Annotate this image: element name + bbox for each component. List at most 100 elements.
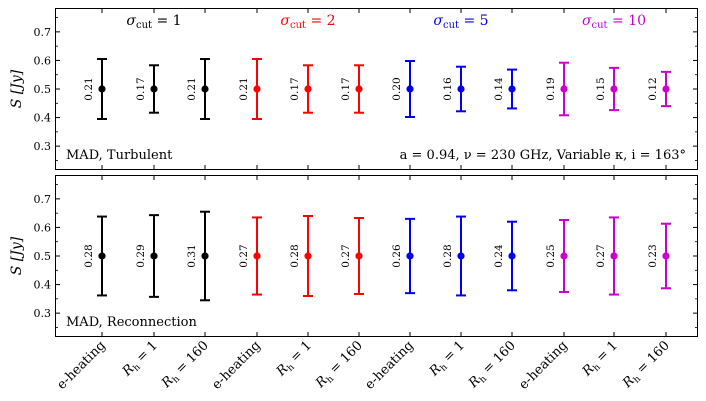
y-tick-label: 0.5 [34, 250, 52, 263]
data-point [150, 85, 158, 93]
y-tick-label: 0.6 [34, 221, 52, 234]
data-point [355, 85, 363, 93]
group-label: σcut = 1 [126, 13, 181, 31]
x-category-sub: h [439, 362, 450, 373]
error-value-label: 0.24 [493, 244, 505, 268]
data-point [98, 252, 106, 260]
y-tick-label: 0.6 [34, 54, 52, 67]
x-category-sub: h [325, 374, 336, 385]
data-point [610, 85, 618, 93]
group-label-value: = 1 [152, 13, 182, 29]
y-tick-label: 0.3 [34, 307, 52, 320]
data-point [457, 252, 465, 260]
group-label: σcut = 10 [582, 13, 646, 31]
group-label-sigma: σ [433, 13, 443, 29]
x-category-label: Rh = 1 [119, 338, 162, 381]
x-category-label: Rh = 160 [465, 338, 520, 393]
data-point [560, 252, 568, 260]
error-value-label: 0.21 [186, 77, 198, 100]
group-label-sub: cut [443, 20, 459, 31]
error-value-label: 0.29 [135, 244, 147, 267]
error-value-label: 0.21 [83, 77, 95, 100]
error-value-label: 0.17 [135, 77, 147, 100]
y-axis-label-bottom: S [Jy] [9, 236, 25, 275]
x-category-sub: h [478, 374, 489, 385]
data-point [201, 252, 209, 260]
group-label: σcut = 5 [433, 13, 488, 31]
data-point [457, 85, 465, 93]
error-value-label: 0.20 [391, 77, 403, 100]
x-category-sub: h [132, 362, 143, 373]
x-category-sub: h [286, 362, 297, 373]
x-category-label: e-heating [362, 338, 416, 392]
error-value-label: 0.28 [442, 244, 454, 267]
error-value-label: 0.21 [238, 77, 250, 100]
data-point [304, 85, 312, 93]
data-point [253, 252, 261, 260]
error-value-label: 0.17 [289, 77, 301, 100]
error-value-label: 0.26 [391, 244, 403, 268]
data-point [508, 85, 516, 93]
x-category-label: e-heating [209, 338, 263, 392]
group-label-sigma: σ [280, 13, 290, 29]
data-point [304, 252, 312, 260]
x-category-label: Rh = 160 [312, 338, 367, 393]
y-tick-label: 0.5 [34, 83, 52, 96]
data-point [406, 252, 414, 260]
error-value-label: 0.16 [442, 77, 454, 101]
group-label-sub: cut [592, 20, 608, 31]
y-tick-label: 0.4 [34, 112, 52, 125]
error-value-label: 0.23 [647, 244, 659, 267]
x-category-label: Rh = 1 [273, 338, 316, 381]
error-value-label: 0.14 [493, 77, 505, 101]
group-label-value: = 10 [608, 13, 646, 29]
x-category-label: e-heating [516, 338, 570, 392]
x-category-label: Rh = 160 [158, 338, 213, 393]
panel-top-annotation-left: MAD, Turbulent [66, 148, 173, 163]
panel-top-annotation-right: a = 0.94, ν = 230 GHz, Variable κ, i = 1… [400, 148, 686, 163]
panel-top-frame [55, 8, 698, 170]
group-label-sigma: σ [582, 13, 592, 29]
y-tick-label: 0.7 [34, 193, 52, 206]
data-point [150, 252, 158, 260]
error-value-label: 0.27 [238, 244, 250, 267]
data-point [98, 85, 106, 93]
group-label-sub: cut [136, 20, 152, 31]
x-category-rest: = 160 [477, 338, 519, 380]
data-point [662, 252, 670, 260]
x-category-rest: = 160 [631, 338, 673, 380]
x-category-rest: = 160 [170, 338, 212, 380]
x-category-label: Rh = 1 [579, 338, 622, 381]
group-label: σcut = 2 [280, 13, 335, 31]
x-category-label: e-heating [54, 338, 108, 392]
error-value-label: 0.19 [545, 77, 557, 100]
y-axis-label-top: S [Jy] [9, 69, 25, 108]
error-value-label: 0.12 [647, 77, 659, 100]
error-value-label: 0.15 [595, 77, 607, 100]
data-point [508, 252, 516, 260]
data-point [406, 85, 414, 93]
data-point [201, 85, 209, 93]
y-tick-label: 0.3 [34, 140, 52, 153]
x-category-rest: = 160 [324, 338, 366, 380]
x-category-label: Rh = 1 [426, 338, 469, 381]
data-point [253, 85, 261, 93]
error-value-label: 0.28 [289, 244, 301, 267]
error-value-label: 0.28 [83, 244, 95, 267]
group-label-value: = 5 [459, 13, 489, 29]
x-category-sub: h [632, 374, 643, 385]
group-label-value: = 2 [306, 13, 336, 29]
data-point [560, 85, 568, 93]
data-point [662, 85, 670, 93]
y-tick-label: 0.7 [34, 26, 52, 39]
x-category-sub: h [592, 362, 603, 373]
data-point [355, 252, 363, 260]
panel-bottom-annotation-left: MAD, Reconnection [66, 315, 197, 330]
panel-bottom-frame [55, 175, 698, 337]
data-point [610, 252, 618, 260]
x-category-label: Rh = 160 [619, 338, 674, 393]
error-value-label: 0.25 [545, 244, 557, 267]
group-label-sub: cut [290, 20, 306, 31]
y-tick-label: 0.4 [34, 279, 52, 292]
